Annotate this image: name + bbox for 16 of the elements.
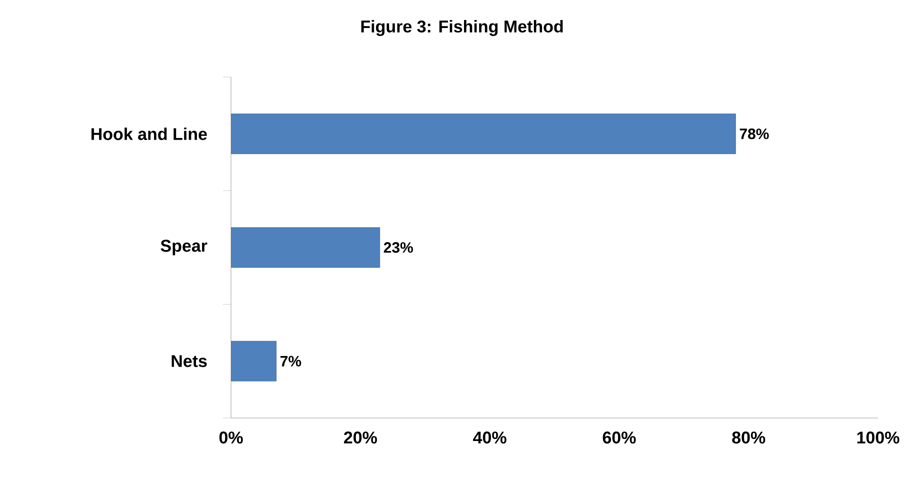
y-tick-label: Spear [160,240,208,256]
x-tick-label: 0% [219,432,243,444]
bar [231,114,736,154]
chart-title: Figure 3: Fishing Method [361,20,563,36]
x-tick-label: 20% [344,432,377,444]
x-tick-label: 60% [602,432,636,444]
y-tick-label: Hook and Line [92,128,207,140]
bar [231,227,380,268]
x-tick-label: 40% [473,432,506,444]
data-label: 7% [280,356,302,366]
data-label: 23% [384,242,413,253]
bar [231,340,276,382]
y-tick-label: Nets [172,355,207,368]
x-tick-label: 100% [857,432,900,444]
x-tick-label: 80% [732,432,766,444]
data-label: 78% [740,128,769,140]
